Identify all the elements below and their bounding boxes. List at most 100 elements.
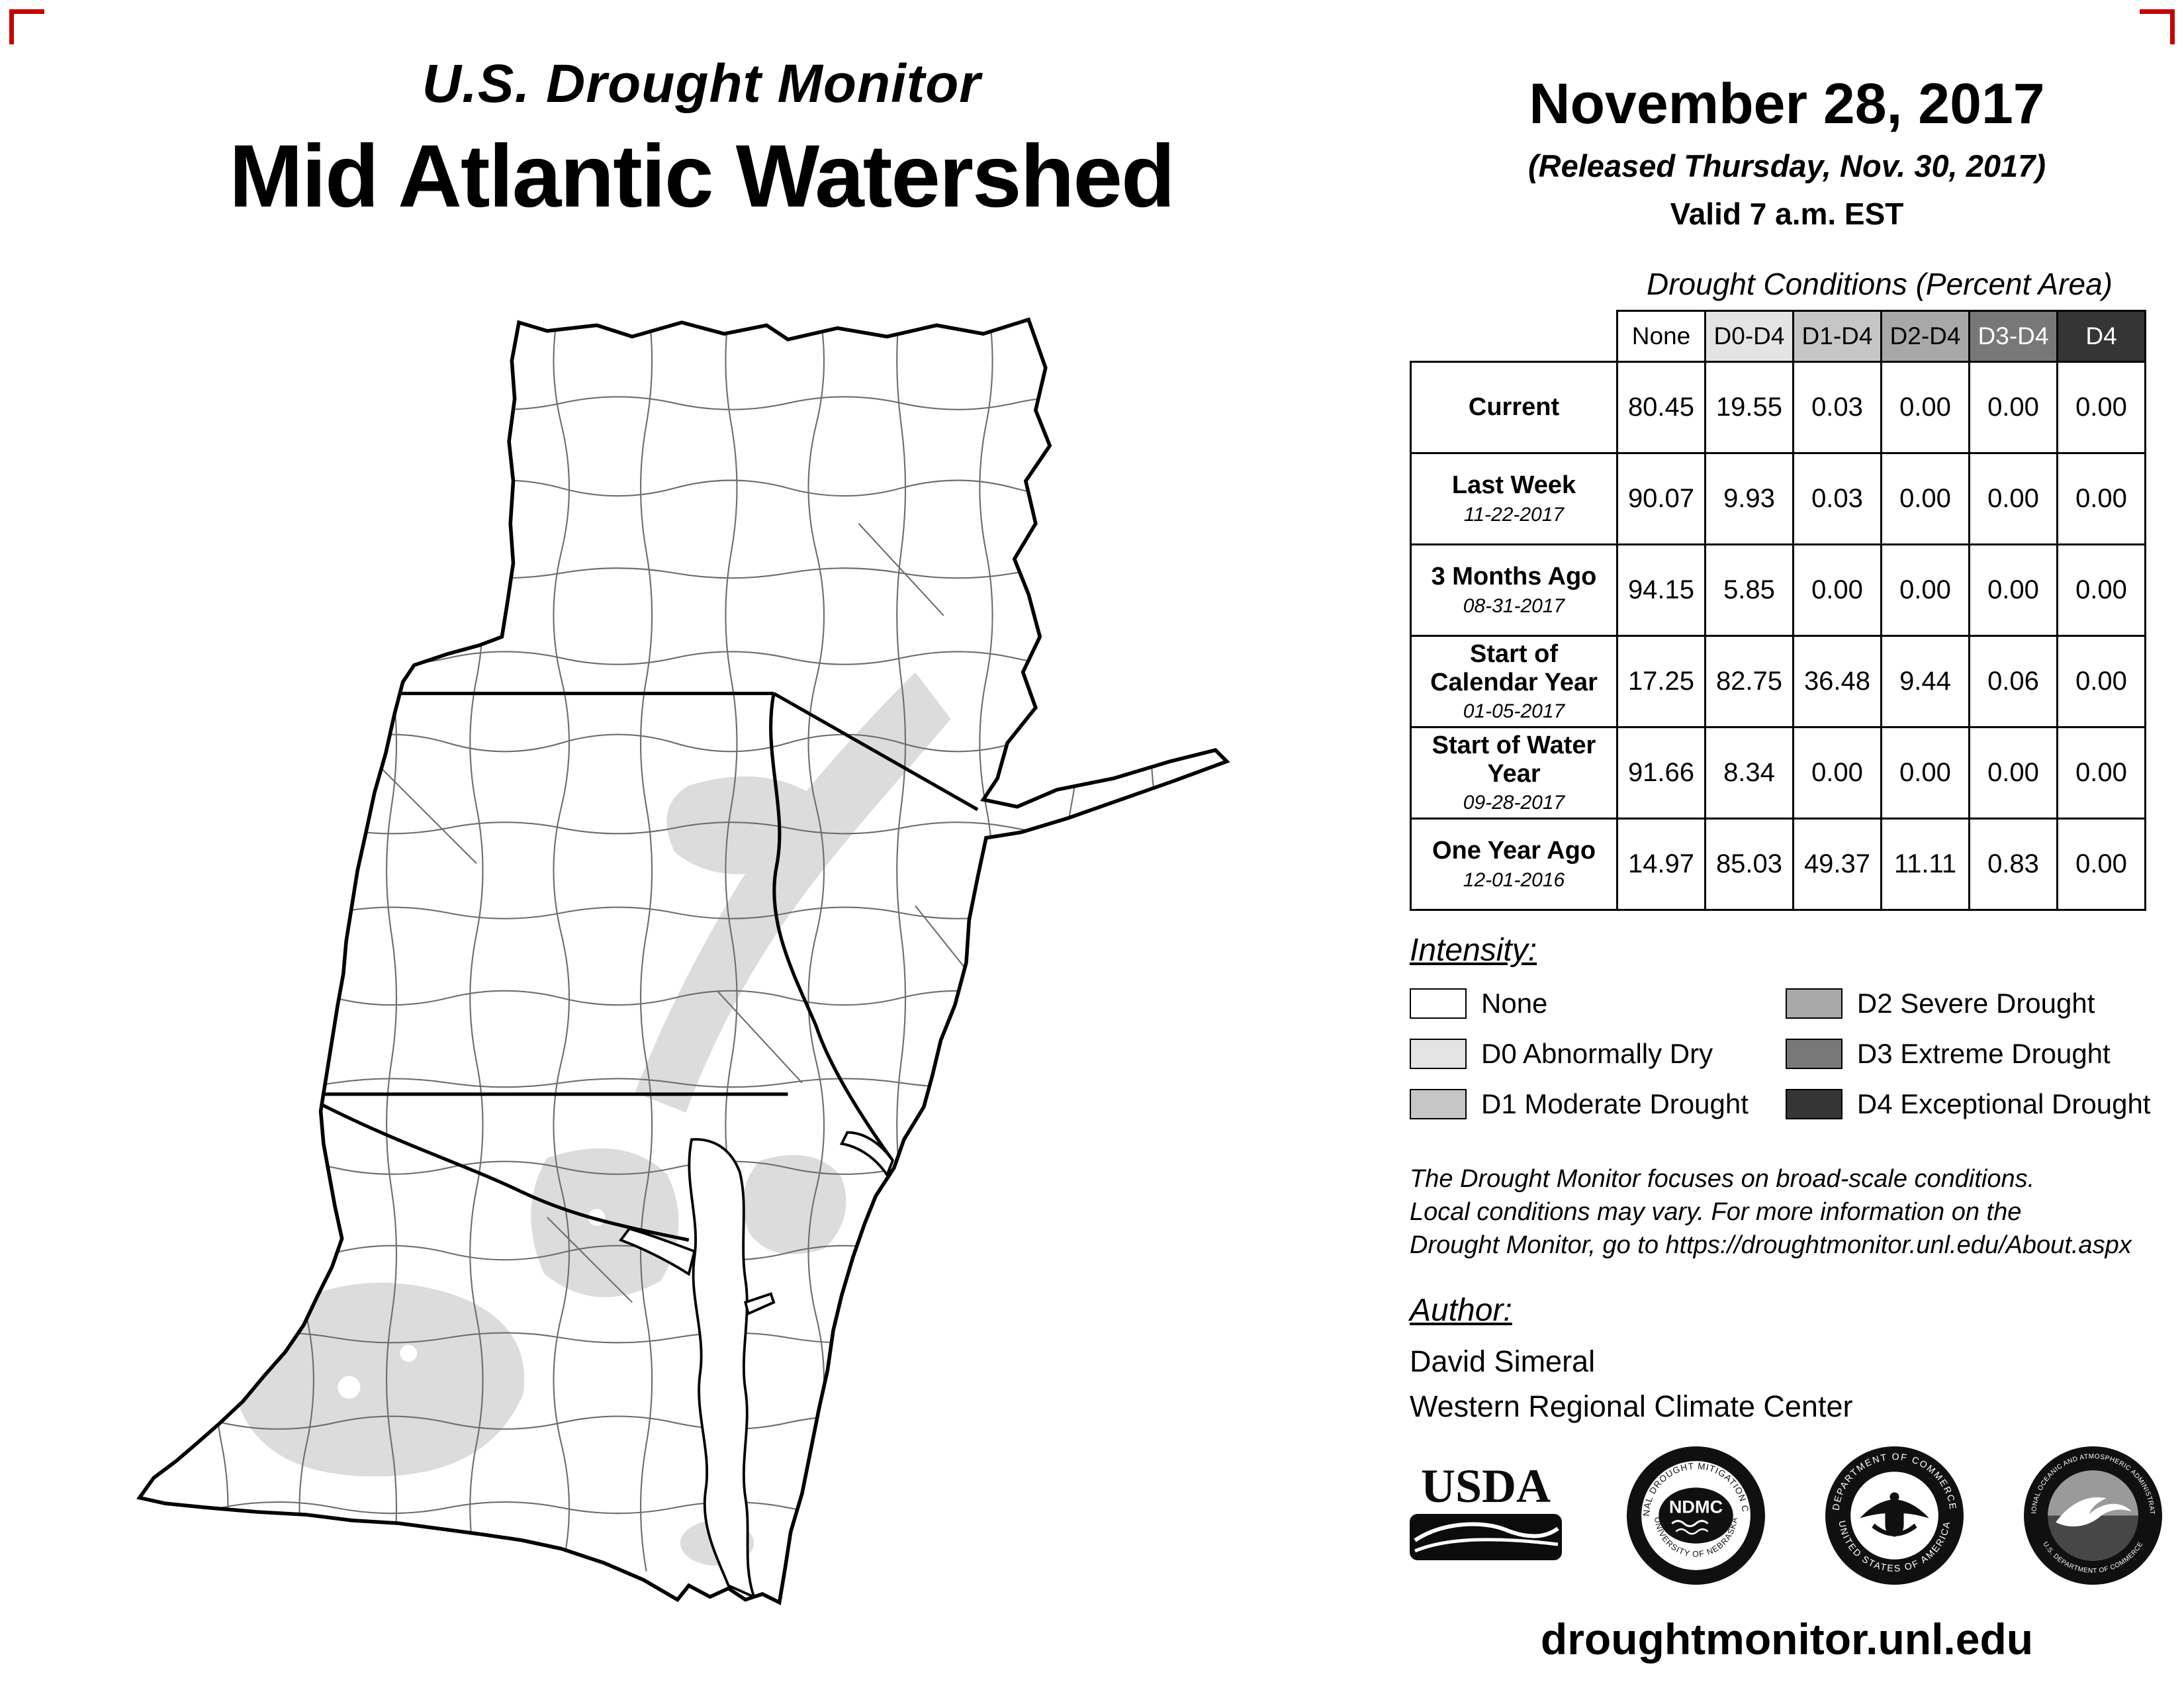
corner-marker-top-right <box>2140 9 2175 44</box>
stats-table-wrap: None D0-D4 D1-D4 D2-D4 D3-D4 D4 Current … <box>1410 310 2146 911</box>
valid-time: Valid 7 a.m. EST <box>1670 197 1904 231</box>
stat-cell: 0.00 <box>1792 726 1882 820</box>
program-title: U.S. Drought Monitor <box>422 54 981 114</box>
stat-cell: 14.97 <box>1616 818 1706 911</box>
stat-cell: 91.66 <box>1616 726 1706 820</box>
d4-swatch <box>1785 1089 1843 1119</box>
stat-cell: 9.44 <box>1880 635 1970 728</box>
commerce-logo: DEPARTMENT OF COMMERCE UNITED STATES OF … <box>1825 1446 1964 1585</box>
drought-patches-d0 <box>236 672 951 1566</box>
row-label: Start of Water Year 09-28-2017 <box>1410 726 1618 820</box>
disclaimer-line: Drought Monitor, go to https://droughtmo… <box>1410 1231 2132 1260</box>
d1-swatch <box>1410 1089 1467 1119</box>
table-row-current: Current 80.45 19.55 0.03 0.00 0.00 0.00 <box>1410 361 2146 454</box>
stat-cell: 8.34 <box>1704 726 1794 820</box>
stat-cell: 85.03 <box>1704 818 1794 911</box>
column-header-d4: D4 <box>2056 310 2146 363</box>
stat-cell: 82.75 <box>1704 635 1794 728</box>
stat-cell: 0.00 <box>1880 361 1970 454</box>
column-header-d2-d4: D2-D4 <box>1880 310 1970 363</box>
row-date: 01-05-2017 <box>1463 700 1565 723</box>
stat-cell: 0.00 <box>2056 452 2146 545</box>
date-block: November 28, 2017 (Released Thursday, No… <box>1416 71 2158 232</box>
stat-cell: 11.11 <box>1880 818 1970 911</box>
legend-item-d0: D0 Abnormally Dry <box>1410 1037 1749 1070</box>
stat-cell: 0.00 <box>1792 543 1882 637</box>
d3-swatch <box>1785 1039 1843 1069</box>
column-header-d3-d4: D3-D4 <box>1968 310 2058 363</box>
d0-swatch <box>1410 1039 1467 1069</box>
stat-cell: 0.00 <box>1880 543 1970 637</box>
stat-cell: 0.03 <box>1792 452 1882 545</box>
legend-item-none: None <box>1410 987 1749 1020</box>
stat-cell: 94.15 <box>1616 543 1706 637</box>
table-row-one-year-ago: One Year Ago 12-01-2016 14.97 85.03 49.3… <box>1410 818 2146 911</box>
row-date: 11-22-2017 <box>1463 503 1565 526</box>
d2-swatch <box>1785 988 1843 1019</box>
none-swatch <box>1410 988 1467 1019</box>
usda-logo: USDA <box>1410 1461 1562 1560</box>
chesapeake-bay <box>619 1131 894 1599</box>
map-date: November 28, 2017 <box>1529 72 2045 136</box>
stat-cell: 0.00 <box>1968 726 2058 820</box>
ndmc-waves <box>1671 1520 1709 1528</box>
legend-item-d4: D4 Exceptional Drought <box>1785 1088 2150 1121</box>
stat-cell: 0.03 <box>1792 361 1882 454</box>
table-row-last-week: Last Week 11-22-2017 90.07 9.93 0.03 0.0… <box>1410 452 2146 545</box>
corner-marker-top-left <box>9 9 44 44</box>
stat-cell: 0.83 <box>1968 818 2058 911</box>
table-row-start-water-year: Start of Water Year 09-28-2017 91.66 8.3… <box>1410 726 2146 820</box>
row-date: 12-01-2016 <box>1463 868 1565 891</box>
stat-cell: 5.85 <box>1704 543 1794 637</box>
table-title: Drought Conditions (Percent Area) <box>1647 267 2113 301</box>
stat-cell: 49.37 <box>1792 818 1882 911</box>
table-row-start-calendar-year: Start of Calendar Year 01-05-2017 17.25 … <box>1410 635 2146 728</box>
author-heading: Author: <box>1410 1293 1512 1328</box>
corner-cell <box>1410 310 1617 362</box>
drought-map <box>122 311 1291 1617</box>
legend-item-d1: D1 Moderate Drought <box>1410 1088 1749 1121</box>
ndmc-logo: NATIONAL DROUGHT MITIGATION CENTER UNIVE… <box>1627 1446 1765 1585</box>
release-date: (Released Thursday, Nov. 30, 2017) <box>1528 148 2046 183</box>
stat-cell: 0.00 <box>2056 818 2146 911</box>
intensity-legend: Intensity: None D0 Abnormally Dry D1 Mod… <box>1410 932 2150 1121</box>
disclaimer-line: The Drought Monitor focuses on broad-sca… <box>1410 1165 2035 1193</box>
legend-item-d2: D2 Severe Drought <box>1785 987 2151 1020</box>
logo-row: USDA NATIONAL DROUGHT MITIGATION CENTER … <box>1403 1444 2164 1587</box>
stat-cell: 0.00 <box>1880 726 1970 820</box>
ndmc-acronym: NDMC <box>1669 1496 1723 1517</box>
row-label: One Year Ago 12-01-2016 <box>1410 818 1618 911</box>
stat-cell: 9.93 <box>1704 452 1794 545</box>
disclaimer-line: Local conditions may vary. For more info… <box>1410 1198 2022 1227</box>
site-url: droughtmonitor.unl.edu <box>1540 1615 2034 1664</box>
row-label: 3 Months Ago 08-31-2017 <box>1410 543 1618 637</box>
column-header-d1-d4: D1-D4 <box>1792 310 1882 363</box>
stat-cell: 0.06 <box>1968 635 2058 728</box>
row-label: Start of Calendar Year 01-05-2017 <box>1410 635 1618 728</box>
stat-cell: 0.00 <box>2056 726 2146 820</box>
row-date: 08-31-2017 <box>1463 594 1565 617</box>
stat-cell: 0.00 <box>1968 452 2058 545</box>
stat-cell: 0.00 <box>1880 452 1970 545</box>
author-name: David Simeral <box>1410 1344 1596 1378</box>
map-svg <box>122 311 1291 1614</box>
stat-cell: 0.00 <box>2056 635 2146 728</box>
stat-cell: 0.00 <box>2056 543 2146 637</box>
disclaimer: The Drought Monitor focuses on broad-sca… <box>1410 1162 2132 1262</box>
title-block: U.S. Drought Monitor Mid Atlantic Waters… <box>60 53 1343 227</box>
column-header-none: None <box>1616 310 1706 363</box>
stat-cell: 0.00 <box>2056 361 2146 454</box>
author-org: Western Regional Climate Center <box>1410 1389 1853 1423</box>
commerce-eagle <box>1860 1492 1929 1537</box>
region-title: Mid Atlantic Watershed <box>229 127 1175 226</box>
drought-patch-holes <box>338 1209 606 1399</box>
stat-cell: 0.00 <box>1968 543 2058 637</box>
author-block: Author: David Simeral Western Regional C… <box>1410 1292 1852 1424</box>
row-label: Last Week 11-22-2017 <box>1410 452 1618 545</box>
stat-cell: 17.25 <box>1616 635 1706 728</box>
table-header-row: None D0-D4 D1-D4 D2-D4 D3-D4 D4 <box>1410 310 2146 363</box>
row-label: Current <box>1410 361 1618 454</box>
legend-item-d3: D3 Extreme Drought <box>1785 1037 2151 1070</box>
stat-cell: 19.55 <box>1704 361 1794 454</box>
